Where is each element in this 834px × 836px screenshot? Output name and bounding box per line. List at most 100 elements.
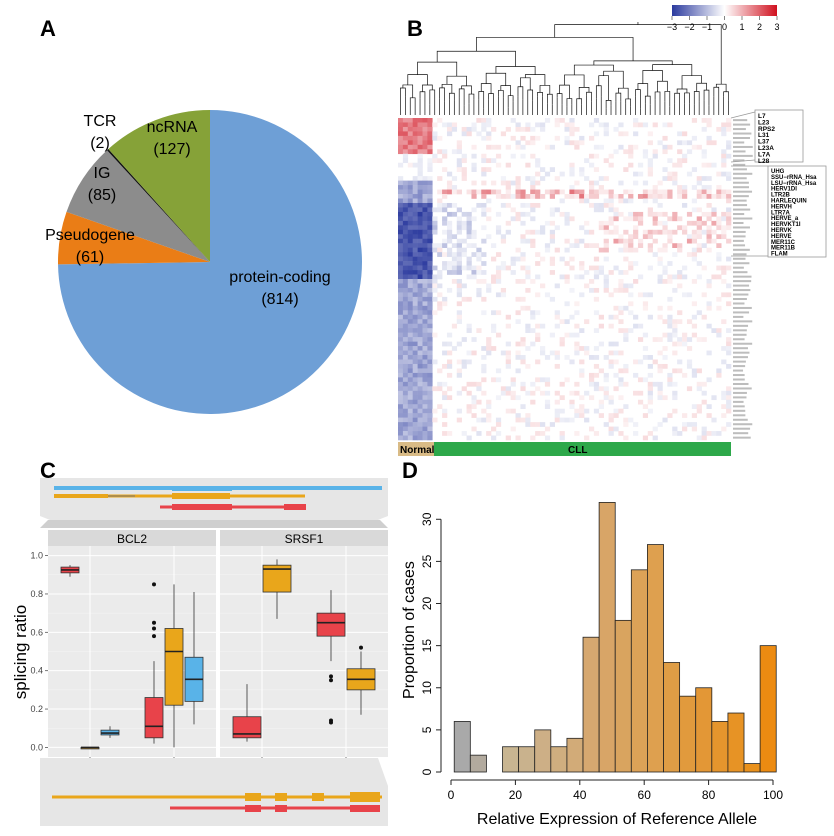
- heatmap-cell: [471, 126, 477, 132]
- heatmap-cell: [657, 256, 663, 262]
- row-label-mark: [733, 365, 746, 368]
- heatmap-cell: [422, 372, 428, 378]
- heatmap-cell: [407, 296, 413, 302]
- heatmap-cell: [706, 194, 712, 199]
- histogram-x-axis-label: Relative Expression of Reference Allele: [477, 811, 757, 828]
- y-tick-label: 0.0: [30, 742, 43, 752]
- heatmap-cell: [486, 118, 492, 123]
- heatmap-cell: [398, 408, 404, 414]
- heatmap-cell: [398, 399, 404, 405]
- heatmap-cell: [412, 229, 418, 235]
- heatmap-cell: [618, 234, 624, 240]
- heatmap-cell: [696, 368, 702, 374]
- heatmap-cell: [398, 252, 404, 257]
- heatmap-cell: [412, 270, 418, 275]
- heatmap-cell: [662, 194, 668, 199]
- heatmap-cell: [677, 185, 683, 190]
- heatmap-cell: [613, 194, 619, 199]
- heatmap-cell: [540, 256, 546, 262]
- row-label-mark: [733, 382, 749, 385]
- heatmap-cell: [667, 189, 673, 195]
- heatmap-cell: [515, 122, 521, 128]
- heatmap-cell: [579, 189, 585, 195]
- heatmap-cell: [662, 346, 668, 351]
- heatmap-cell: [544, 404, 551, 409]
- heatmap-cell: [691, 207, 698, 213]
- heatmap-cell: [520, 341, 526, 347]
- heatmap-cell: [402, 234, 409, 240]
- heatmap-cell: [672, 319, 678, 325]
- heatmap-cell: [520, 189, 526, 195]
- heatmap-cell: [495, 270, 502, 275]
- row-label-mark: [733, 132, 752, 135]
- heatmap-cell: [407, 314, 413, 320]
- heatmap-cell: [417, 355, 423, 360]
- heatmap-cell: [554, 176, 560, 181]
- heatmap-cell: [412, 292, 418, 298]
- heatmap-cell: [686, 220, 693, 226]
- row-label-mark: [733, 369, 744, 372]
- heatmap-cell: [456, 189, 462, 195]
- dendro-branch: [439, 87, 445, 102]
- heatmap-cell: [608, 431, 614, 436]
- heatmap-cell: [486, 167, 492, 172]
- heatmap-cell: [662, 395, 668, 401]
- heatmap-cell: [628, 153, 634, 159]
- heatmap-cell: [422, 216, 428, 222]
- heatmap-cell: [422, 265, 428, 271]
- heatmap-cell: [437, 118, 443, 123]
- heatmap-cell: [432, 310, 438, 316]
- heatmap-cell: [642, 413, 649, 418]
- heatmap-cell: [525, 287, 531, 293]
- heatmap-cell: [677, 431, 683, 436]
- heatmap-cell: [662, 265, 668, 271]
- heatmap-cell: [618, 131, 624, 137]
- heatmap-cell: [427, 247, 433, 253]
- heatmap-cell: [486, 216, 492, 222]
- heatmap-cell: [608, 162, 614, 168]
- callout2-label: LTR7A: [771, 210, 791, 216]
- heatmap-cell: [691, 301, 698, 307]
- heatmap-cell: [427, 252, 433, 257]
- heatmap-cell: [427, 426, 433, 432]
- callout1-box: [754, 109, 804, 163]
- heatmap-cell: [726, 194, 732, 199]
- heatmap-cell: [442, 149, 448, 155]
- heatmap-cell: [691, 323, 698, 329]
- heatmap-cell: [486, 341, 492, 347]
- heatmap-cell: [530, 140, 536, 146]
- heatmap-cell: [540, 167, 546, 172]
- heatmap-cell: [623, 305, 629, 311]
- heatmap-cell: [696, 381, 702, 387]
- heatmap-cell: [446, 350, 453, 356]
- exon-bottom-4: [350, 792, 380, 802]
- heatmap-cell: [618, 122, 624, 128]
- heatmap-cell: [422, 359, 428, 365]
- heatmap-cell: [530, 153, 536, 159]
- heatmap-cell: [652, 337, 658, 342]
- heatmap-cell: [549, 229, 556, 235]
- heatmap-cell: [554, 135, 560, 141]
- heatmap-cell: [412, 337, 418, 342]
- heatmap-cell: [476, 386, 482, 392]
- heatmap-cell: [642, 149, 649, 155]
- heatmap-cell: [456, 144, 462, 150]
- heatmap-cell: [642, 377, 649, 383]
- heatmap-cell: [427, 207, 433, 213]
- heatmap-cell: [515, 279, 521, 284]
- heatmap-cell: [407, 328, 413, 333]
- heatmap-cell: [633, 131, 639, 137]
- heatmap-cell: [515, 355, 521, 360]
- heatmap-cell: [574, 194, 580, 199]
- heatmap-cell: [446, 126, 453, 132]
- heatmap-cell: [530, 243, 536, 248]
- dendro-branch: [635, 89, 641, 109]
- heatmap-cell: [398, 390, 404, 396]
- dendro-branch: [556, 93, 563, 105]
- heatmap-cell: [437, 283, 443, 289]
- heatmap-cell: [417, 292, 423, 298]
- heatmap-cell: [672, 176, 678, 181]
- heatmap-cell: [686, 386, 693, 392]
- heatmap-cell: [437, 292, 443, 298]
- heatmap-cell: [456, 243, 462, 248]
